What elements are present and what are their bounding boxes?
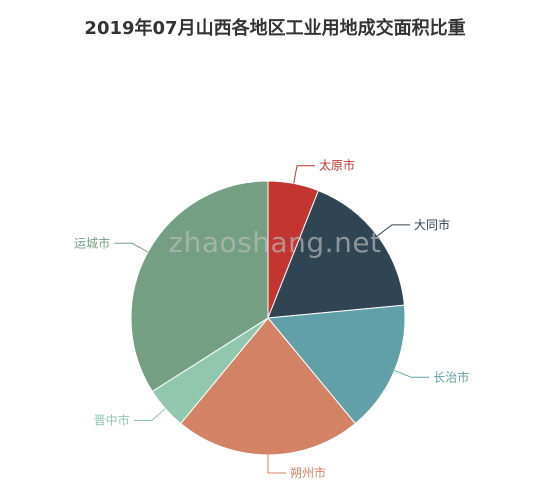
pie-label-2: 长治市 bbox=[433, 369, 469, 384]
pie-label-3: 朔州市 bbox=[290, 465, 326, 480]
pie-slice-5 bbox=[130, 180, 269, 393]
pie-leader-line-4 bbox=[133, 408, 166, 421]
pie-leader-line-1 bbox=[377, 224, 410, 237]
pie-label-4: 晋中市 bbox=[94, 413, 130, 428]
pie-leader-line-2 bbox=[394, 369, 430, 378]
pie-slice-1 bbox=[267, 189, 405, 319]
pie-label-5: 运城市 bbox=[74, 235, 110, 250]
pie-label-0: 太原市 bbox=[319, 158, 355, 173]
pie-label-1: 大同市 bbox=[414, 217, 450, 232]
pie-leader-line-0 bbox=[293, 165, 315, 184]
pie-slices bbox=[130, 180, 406, 456]
pie-slice-2 bbox=[267, 304, 406, 425]
pie-leader-line-5 bbox=[114, 242, 149, 253]
chart-title: 2019年07月山西各地区工业用地成交面积比重 bbox=[84, 18, 466, 39]
pie-leader-line-3 bbox=[267, 455, 286, 474]
